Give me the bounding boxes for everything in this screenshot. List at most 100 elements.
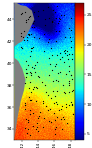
Point: [21, 12, 22, 14]
Point: [55, 63, 57, 65]
Point: [37, 122, 38, 124]
Point: [70, 73, 72, 76]
Point: [58, 22, 59, 24]
Point: [70, 74, 72, 76]
Point: [28, 15, 30, 18]
Point: [68, 65, 69, 67]
Point: [25, 68, 27, 71]
Point: [30, 72, 32, 74]
Point: [29, 113, 31, 116]
Point: [28, 64, 29, 67]
Point: [60, 14, 62, 16]
Point: [51, 21, 52, 23]
Point: [28, 17, 29, 20]
Point: [60, 108, 62, 110]
Point: [32, 112, 33, 114]
Point: [32, 22, 33, 24]
Polygon shape: [14, 3, 34, 47]
Point: [34, 64, 36, 66]
Point: [33, 67, 34, 69]
Point: [66, 106, 67, 108]
Point: [62, 84, 64, 86]
Point: [56, 126, 57, 128]
Point: [39, 111, 41, 113]
Point: [32, 26, 33, 29]
Point: [57, 80, 59, 83]
Point: [64, 49, 66, 52]
Point: [64, 90, 65, 93]
Point: [48, 74, 50, 76]
Point: [59, 20, 60, 22]
Point: [42, 9, 44, 12]
Point: [20, 34, 22, 37]
Point: [33, 36, 35, 38]
Point: [58, 109, 59, 111]
Point: [71, 17, 72, 20]
Point: [33, 20, 34, 22]
Point: [42, 99, 44, 102]
Point: [69, 79, 70, 82]
Point: [66, 54, 67, 57]
Point: [63, 14, 65, 17]
Point: [64, 92, 65, 94]
Point: [56, 101, 57, 103]
Point: [57, 90, 58, 92]
Point: [63, 118, 64, 120]
Point: [59, 58, 61, 60]
Point: [21, 12, 22, 15]
Point: [43, 49, 44, 52]
Point: [32, 125, 33, 127]
Point: [29, 96, 30, 98]
Point: [70, 29, 72, 31]
Point: [33, 86, 35, 88]
Point: [66, 122, 68, 124]
Polygon shape: [14, 58, 25, 140]
Point: [33, 11, 34, 13]
Point: [49, 63, 50, 65]
Point: [26, 131, 27, 134]
Point: [56, 30, 57, 33]
Point: [55, 17, 57, 20]
Point: [38, 75, 40, 78]
Point: [24, 103, 26, 106]
Point: [36, 126, 37, 128]
Point: [37, 117, 39, 119]
Point: [35, 86, 36, 88]
Point: [47, 41, 49, 43]
Point: [68, 53, 69, 55]
Point: [54, 65, 56, 67]
Point: [48, 94, 49, 96]
Point: [31, 99, 32, 101]
Point: [48, 57, 50, 59]
Point: [38, 37, 40, 40]
Point: [26, 75, 27, 78]
Point: [41, 81, 42, 83]
Point: [44, 18, 45, 20]
Point: [26, 72, 27, 74]
Point: [51, 19, 52, 22]
Point: [55, 40, 56, 42]
Point: [24, 103, 26, 106]
Point: [45, 91, 46, 93]
Point: [47, 109, 49, 111]
Point: [28, 87, 30, 90]
Point: [29, 109, 30, 112]
Point: [29, 32, 30, 35]
Point: [26, 38, 28, 41]
Point: [72, 113, 74, 116]
Point: [49, 108, 51, 110]
Polygon shape: [14, 0, 75, 3]
Point: [48, 17, 50, 19]
Point: [27, 127, 29, 130]
Point: [38, 15, 39, 18]
Point: [54, 128, 56, 130]
Point: [59, 17, 60, 19]
Point: [51, 54, 52, 56]
Point: [43, 116, 45, 119]
Point: [70, 46, 72, 48]
Point: [71, 104, 73, 106]
Point: [70, 101, 71, 103]
Point: [37, 130, 39, 132]
Point: [25, 118, 26, 120]
Point: [54, 11, 56, 13]
